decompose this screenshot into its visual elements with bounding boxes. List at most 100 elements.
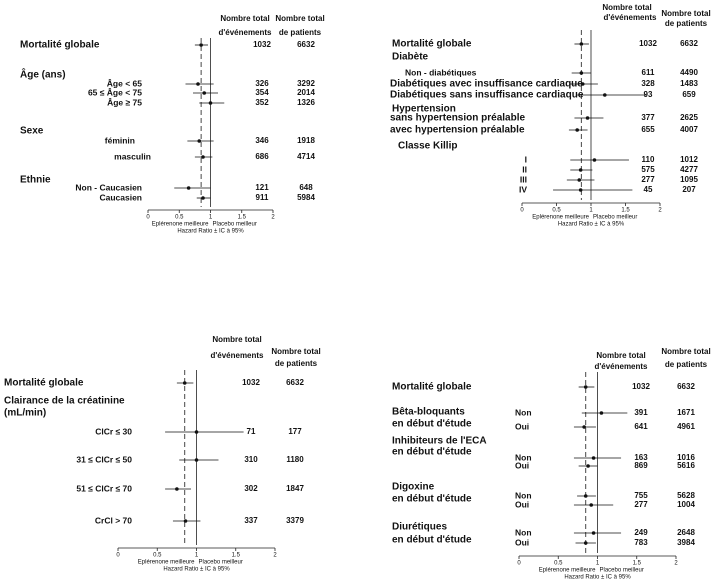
patients-count: 1918	[297, 136, 315, 145]
row-label: Non	[515, 527, 532, 537]
x-tick-label: 0	[520, 208, 524, 214]
hazard-ratio-point	[579, 71, 584, 75]
hazard-ratio-point	[583, 494, 588, 498]
patients-count: 4007	[680, 125, 698, 134]
events-count: 310	[244, 455, 258, 464]
hazard-ratio-point	[603, 93, 607, 97]
patients-count: 6632	[680, 39, 698, 48]
row-label: Non - diabétiques	[405, 67, 477, 77]
row-label: CrCl > 70	[95, 515, 132, 525]
column-header: de patients	[275, 359, 318, 368]
group-label: Bêta-bloquants	[392, 407, 465, 418]
column-header: d'événements	[210, 351, 264, 360]
x-tick-label: 0.5	[153, 553, 162, 559]
row-label: Hypertension	[392, 104, 456, 115]
hazard-ratio-point	[182, 381, 187, 385]
x-tick-label: 0.5	[554, 561, 563, 567]
events-count: 869	[634, 461, 648, 470]
patients-count: 2014	[297, 88, 315, 97]
patients-count: 4714	[297, 152, 315, 161]
events-count: 71	[247, 427, 256, 436]
row-label: Mortalité globale	[392, 382, 472, 393]
patients-count: 6632	[297, 40, 315, 49]
hazard-ratio-point	[194, 458, 199, 462]
hazard-ratio-point	[580, 82, 585, 86]
events-count: 1032	[639, 39, 657, 48]
column-header: Nombre total	[661, 9, 710, 18]
hazard-ratio-point	[183, 519, 188, 523]
hazard-ratio-point	[583, 541, 588, 545]
column-header: Nombre total	[661, 347, 710, 356]
row-label: Oui	[515, 460, 529, 470]
events-count: 641	[634, 422, 648, 431]
events-count: 110	[642, 155, 655, 164]
events-count: 249	[634, 528, 648, 537]
hazard-ratio-point	[175, 487, 179, 491]
hazard-ratio-point	[201, 155, 205, 159]
patients-count: 5616	[677, 461, 695, 470]
row-label: Oui	[515, 421, 529, 431]
hazard-ratio-point	[199, 43, 203, 47]
events-count: 93	[644, 90, 653, 99]
events-count: 354	[255, 88, 269, 97]
hazard-ratio-point	[197, 139, 202, 143]
row-label: ClCr ≤ 30	[95, 426, 132, 436]
row-label: Mortalité globale	[392, 39, 472, 50]
column-header: de patients	[665, 19, 708, 28]
row-label: (mL/min)	[4, 408, 46, 419]
column-header: d'événements	[594, 362, 648, 371]
hazard-ratio-point	[202, 91, 207, 95]
patients-count: 4961	[677, 422, 695, 431]
events-count: 45	[644, 185, 653, 194]
x-label-right: Placebo meilleur	[199, 560, 243, 566]
events-count: 755	[634, 491, 648, 500]
patients-count: 648	[299, 183, 313, 192]
patients-count: 5628	[677, 491, 695, 500]
group-label: en début d'étude	[392, 419, 472, 430]
group-label: en début d'étude	[392, 494, 472, 505]
patients-count: 177	[288, 427, 302, 436]
row-label: II	[522, 164, 527, 174]
x-label-right: Placebo meilleur	[213, 222, 257, 228]
row-label: sans hypertension préalable	[390, 113, 525, 124]
patients-count: 2648	[677, 528, 695, 537]
hazard-ratio-point	[585, 116, 590, 120]
patients-count: 4490	[680, 68, 698, 77]
events-count: 277	[634, 500, 648, 509]
row-label: III	[520, 174, 527, 184]
x-tick-label: 0	[517, 561, 521, 567]
hazard-ratio-point	[575, 128, 579, 132]
column-header: de patients	[665, 360, 708, 369]
x-tick-label: 2	[674, 561, 678, 567]
column-header: de patients	[279, 28, 322, 37]
events-count: 655	[641, 125, 655, 134]
row-label: Âge ≥ 75	[107, 96, 142, 107]
x-tick-label: 0.5	[175, 215, 184, 221]
patients-count: 1671	[677, 408, 695, 417]
x-label-left: Eplérenone meilleure	[138, 560, 195, 566]
x-tick-label: 0	[116, 553, 120, 559]
hazard-ratio-point	[208, 101, 213, 105]
patients-count: 1180	[286, 455, 304, 464]
row-label: Mortalité globale	[20, 40, 100, 51]
x-label: Hazard Ratio ± IC à 95%	[163, 567, 230, 573]
events-count: 326	[255, 79, 269, 88]
row-label: 51 ≤ ClCr ≤ 70	[76, 483, 132, 493]
x-tick-label: 1	[589, 208, 593, 214]
x-tick-label: 0	[146, 215, 150, 221]
row-label: I	[525, 154, 527, 164]
x-tick-label: 1.5	[621, 208, 630, 214]
hazard-ratio-point	[589, 503, 594, 507]
patients-count: 1012	[680, 155, 698, 164]
column-header: d'événements	[218, 28, 272, 37]
events-count: 783	[634, 538, 648, 547]
hazard-ratio-point	[579, 42, 584, 46]
column-header: Nombre total	[212, 335, 261, 344]
row-label: Classe Killip	[398, 141, 457, 152]
patients-count: 3292	[297, 79, 315, 88]
x-label-left: Eplérenone meilleure	[152, 222, 209, 228]
row-label: Diabétiques avec insuffisance cardiaque	[390, 79, 583, 90]
hazard-ratio-point	[591, 456, 596, 460]
hazard-ratio-point	[194, 430, 199, 434]
events-count: 163	[634, 453, 648, 462]
